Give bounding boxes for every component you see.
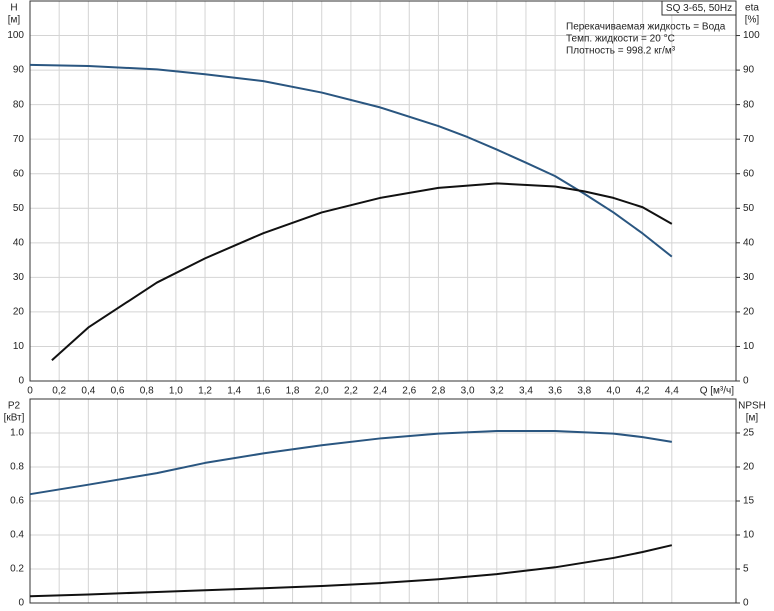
x-tick-label: 1,8 — [286, 386, 300, 397]
y2-tick-label: 30 — [743, 272, 755, 283]
y2-tick-label: 50 — [743, 203, 755, 214]
x-tick-label: 3,8 — [577, 386, 591, 397]
x-tick-label: 2,8 — [431, 386, 445, 397]
y-axis-unit: [м] — [8, 15, 21, 26]
x-tick-label: 0,2 — [52, 386, 66, 397]
y-tick-label: 70 — [13, 134, 25, 145]
y-tick-label: 20 — [13, 307, 25, 318]
pump-box — [661, 0, 737, 16]
y2-axis-label: eta — [745, 3, 759, 14]
x-tick-label: 1,4 — [227, 386, 241, 397]
y2-tick-label: 90 — [743, 65, 755, 76]
y-tick-label: 0.6 — [10, 496, 24, 507]
plot-frame — [29, 0, 737, 382]
note: Плотность = 998.2 кг/м³ — [566, 46, 676, 57]
y2-tick-label: 40 — [743, 237, 755, 248]
y2-tick-label: 0 — [743, 598, 749, 609]
x-tick-label: 2,4 — [373, 386, 387, 397]
x-tick-label: 0,6 — [111, 386, 125, 397]
y2-axis-unit: [%] — [745, 15, 760, 26]
y2-tick-label: 20 — [743, 462, 755, 473]
y2-tick-label: 80 — [743, 99, 755, 110]
x-tick-label: 4,4 — [665, 386, 679, 397]
y-tick-label: 30 — [13, 272, 25, 283]
x-tick-label: 4,0 — [607, 386, 621, 397]
x-tick-label: 4,2 — [636, 386, 650, 397]
y-tick-label: 0 — [18, 376, 24, 387]
y-axis-label: H — [10, 3, 17, 14]
x-tick-label: 3,0 — [461, 386, 475, 397]
y-tick-label: 0.4 — [10, 530, 24, 541]
x-axis-label: Q [м³/ч] — [700, 386, 735, 397]
y-tick-label: 10 — [13, 341, 25, 352]
y2-tick-label: 60 — [743, 168, 755, 179]
x-tick-label: 0,4 — [81, 386, 95, 397]
y-tick-label: 80 — [13, 99, 25, 110]
x-tick-label: 3,6 — [548, 386, 562, 397]
plot-frame — [29, 398, 737, 604]
y2-tick-label: 20 — [743, 307, 755, 318]
x-tick-label: 2,6 — [402, 386, 416, 397]
y2-tick-label: 10 — [743, 530, 755, 541]
y2-axis-unit: [м] — [746, 413, 759, 424]
y-tick-label: 50 — [13, 203, 25, 214]
y-tick-label: 90 — [13, 65, 25, 76]
note: Темп. жидкости = 20 °C — [566, 34, 675, 45]
y-tick-label: 60 — [13, 168, 25, 179]
y2-tick-label: 5 — [743, 564, 749, 575]
y-tick-label: 40 — [13, 237, 25, 248]
y-tick-label: 0 — [18, 598, 24, 609]
y2-tick-label: 10 — [743, 341, 755, 352]
x-tick-label: 3,4 — [519, 386, 533, 397]
x-tick-label: 1,6 — [256, 386, 270, 397]
note: Перекачиваемая жидкость = Вода — [566, 22, 726, 33]
y-tick-label: 1.0 — [10, 428, 24, 439]
x-tick-label: 2,0 — [315, 386, 329, 397]
x-tick-label: 0 — [27, 386, 33, 397]
x-tick-label: 2,2 — [344, 386, 358, 397]
y2-tick-label: 25 — [743, 428, 755, 439]
curve — [51, 182, 673, 362]
y-tick-label: 0.2 — [10, 564, 24, 575]
y2-axis-label: NPSH — [738, 401, 766, 412]
curve — [29, 63, 673, 258]
curve — [29, 544, 673, 598]
y2-tick-label: 0 — [743, 376, 749, 387]
y-tick-label: 100 — [7, 30, 24, 41]
pump-name: SQ 3-65, 50Hz — [666, 3, 732, 14]
y2-tick-label: 70 — [743, 134, 755, 145]
x-tick-label: 3,2 — [490, 386, 504, 397]
x-tick-label: 1,2 — [198, 386, 212, 397]
curve — [29, 429, 672, 496]
x-tick-label: 0,8 — [140, 386, 154, 397]
y-axis-label: P2 — [8, 401, 21, 412]
y2-tick-label: 15 — [743, 496, 755, 507]
y-tick-label: 0.8 — [10, 462, 24, 473]
x-tick-label: 1,0 — [169, 386, 183, 397]
y2-tick-label: 100 — [743, 30, 760, 41]
y-axis-unit: [кВт] — [4, 413, 25, 424]
